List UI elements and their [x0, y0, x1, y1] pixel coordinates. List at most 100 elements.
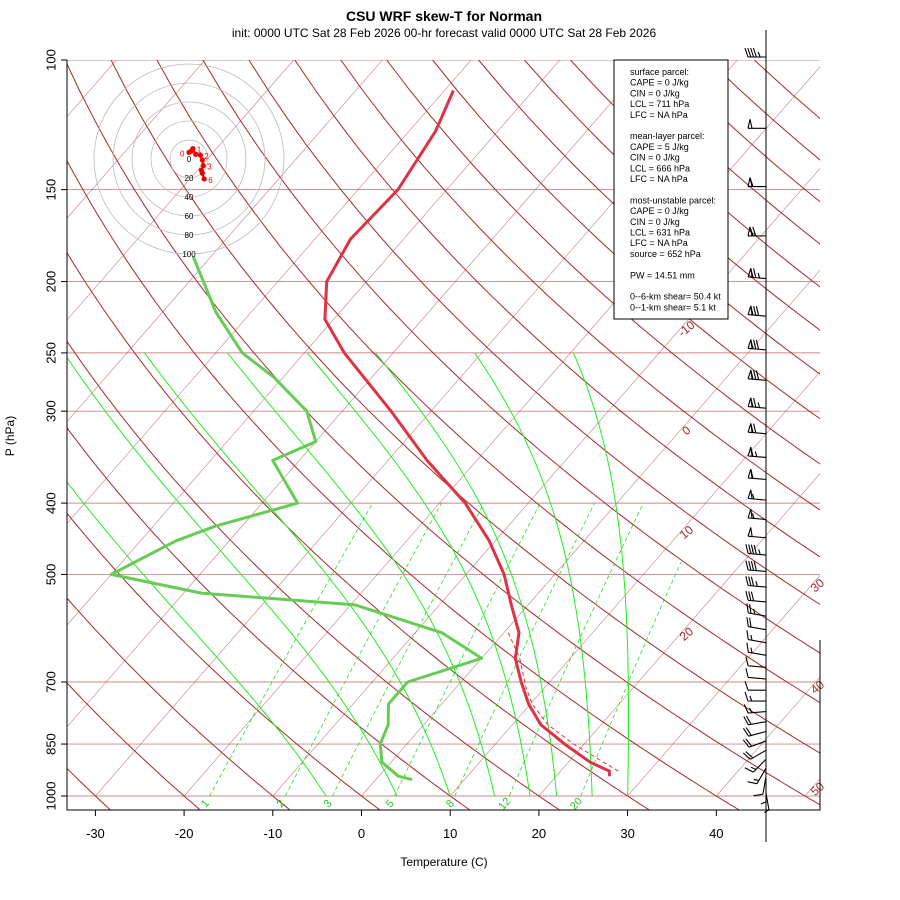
isotherm-line [361, 269, 820, 797]
x-tick-label: 40 [709, 826, 723, 841]
parcel-trace-line [507, 632, 619, 772]
x-tick-label: 0 [358, 826, 365, 841]
dry-adiabat-line [478, 60, 820, 375]
mixing-ratio-line [285, 502, 442, 797]
dry-adiabat-line [67, 251, 651, 810]
hodograph-ring-label: 100 [182, 250, 196, 259]
y-axis-label: P (hPa) [3, 416, 17, 456]
chart-subtitle: init: 0000 UTC Sat 28 Feb 2026 00-hr for… [232, 26, 657, 40]
wind-barb [745, 590, 767, 603]
isotherm-line [67, 60, 649, 728]
wind-barb [747, 226, 767, 237]
mixing-ratio-line [580, 561, 681, 797]
y-tick-label: 300 [43, 400, 58, 422]
y-tick-label: 1000 [43, 782, 58, 811]
legend-line: source = 652 hPa [630, 249, 701, 259]
hodograph-point [190, 145, 196, 152]
axis-frame [66, 60, 821, 811]
wind-barb [747, 177, 767, 188]
isotherm-line [272, 168, 820, 797]
wind-barb [747, 423, 767, 435]
mixing-ratio-line [209, 502, 373, 797]
y-tick-label: 250 [43, 342, 58, 364]
hodograph-point-label: 0 [180, 149, 185, 158]
hodograph-point-label: 6 [208, 176, 213, 185]
dry-adiabat-line [67, 62, 820, 806]
legend-line: CAPE = 5 J/kg [630, 142, 689, 152]
dry-adiabat-line [67, 427, 471, 810]
hodograph-point-label: 3 [207, 163, 212, 172]
parcel-info-legend: surface parcel:CAPE = 0 J/kg CIN = 0 J/kg… [613, 59, 729, 320]
x-tick-label: -30 [86, 826, 105, 841]
legend-line: CIN = 0 J/kg [630, 153, 680, 163]
legend-line: CAPE = 0 J/kg [630, 78, 689, 88]
y-tick-label: 700 [43, 671, 58, 693]
chart-title: CSU WRF skew-T for Norman [346, 8, 542, 24]
dewpoint-line [109, 256, 484, 782]
isotherm-line [67, 60, 206, 219]
y-tick-label: 850 [43, 733, 58, 755]
wind-barb [745, 576, 767, 588]
wind-barb [744, 758, 767, 773]
wind-barb [747, 527, 767, 539]
wind-barb [742, 727, 767, 737]
hodograph-point [199, 170, 205, 176]
isotherm-line [67, 60, 561, 626]
moist-adiabat-line [67, 356, 398, 797]
wind-barb [744, 691, 767, 702]
hodograph-ring-label: 40 [185, 193, 194, 202]
isotherm-label: 30 [808, 576, 827, 596]
legend-box [613, 59, 729, 320]
moist-adiabat-line [572, 352, 629, 796]
legend-line: LFC = NA hPa [630, 238, 688, 248]
dry-adiabat-line [294, 60, 820, 558]
dry-adiabat-line [67, 159, 741, 810]
mixing-ratio-label: 5 [384, 798, 397, 811]
legend-line: surface parcel: [630, 67, 689, 77]
wind-barb [747, 339, 767, 351]
dry-adiabat-line [202, 60, 820, 654]
legend-line: LCL = 711 hPa [630, 99, 689, 109]
dry-adiabat-line [67, 512, 381, 810]
isotherm-label: 40 [808, 677, 827, 697]
legend-line: LFC = NA hPa [630, 110, 688, 120]
wind-barb [747, 397, 767, 409]
mixing-ratio-label: 3 [322, 798, 335, 811]
dry-adiabat-line [753, 60, 820, 120]
isotherm-line [627, 574, 820, 797]
x-axis-label: Temperature (C) [400, 855, 487, 869]
legend-line: PW = 14.51 mm [630, 270, 695, 280]
moist-adiabat-line [144, 352, 451, 797]
wind-barb [753, 776, 767, 797]
hodograph-point-label: 1 [197, 146, 202, 155]
wind-barb [745, 668, 767, 680]
isotherm-line [449, 371, 820, 797]
isotherm-line [183, 66, 820, 797]
y-tick-label: 400 [43, 492, 58, 514]
dry-adiabat-line [67, 682, 201, 810]
wind-barb [742, 738, 767, 748]
x-tick-label: 20 [532, 826, 546, 841]
axes: -30 -20 -10 0 10 20 30 401001502002503004005007… [43, 49, 821, 841]
y-tick-label: 200 [43, 271, 58, 293]
y-tick-label: 100 [43, 49, 58, 71]
y-tick-label: 500 [43, 564, 58, 586]
mixing-ratio-line [508, 502, 644, 797]
wind-barb [746, 603, 767, 617]
hodograph-point [199, 157, 205, 163]
hodograph-ring [93, 63, 285, 255]
wind-barb [746, 630, 767, 644]
hodograph-point [193, 151, 199, 157]
temperature-line [323, 89, 611, 777]
isotherm-label: 10 [677, 522, 696, 542]
legend-line: mean-layer parcel: [630, 131, 705, 141]
hodograph-ring-label: 20 [185, 174, 194, 183]
legend-line: LCL = 666 hPa [630, 163, 690, 173]
hodograph-point-label: 2 [204, 152, 209, 161]
wind-barb [745, 656, 767, 668]
hodograph-ring [150, 120, 228, 198]
hodograph-ring [131, 101, 247, 217]
wind-barb [747, 468, 767, 481]
